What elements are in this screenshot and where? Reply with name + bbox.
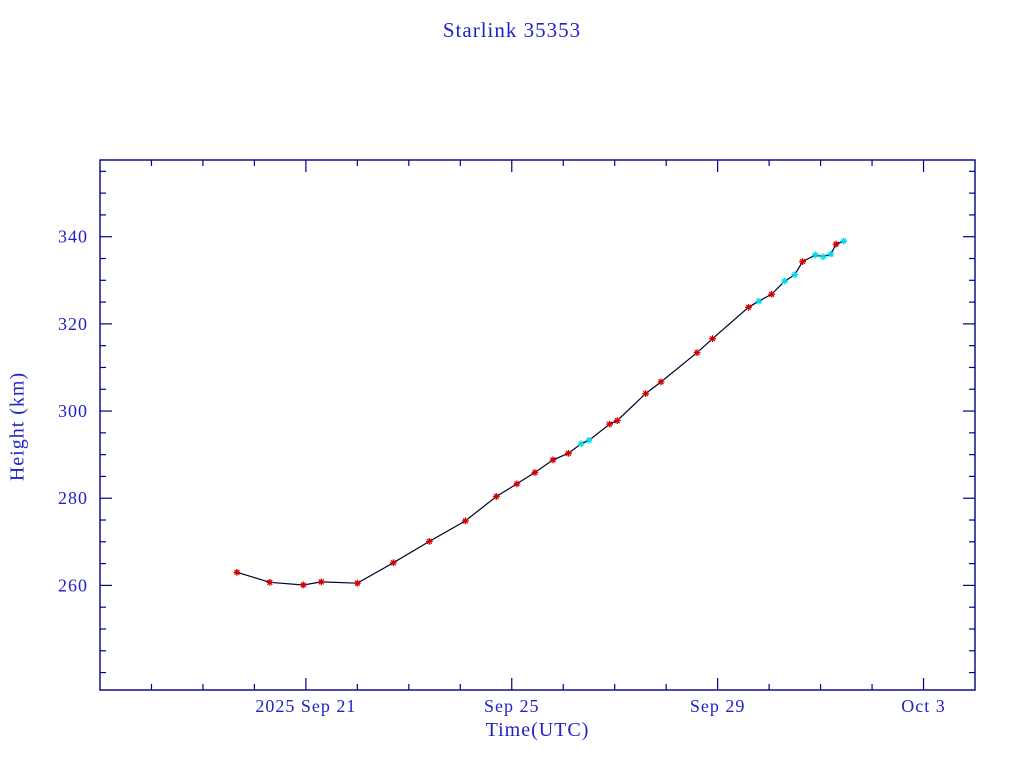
data-point-marker-red: [266, 578, 274, 586]
data-point-marker-red: [657, 378, 665, 386]
data-point-marker-red: [799, 258, 806, 265]
data-point-marker-red: [426, 537, 433, 545]
data-point-marker-cyan: [755, 297, 763, 305]
x-tick-label: Sep 25: [484, 696, 540, 716]
data-point-marker-red: [745, 303, 752, 311]
y-tick-label: 280: [58, 488, 88, 508]
data-point-marker-cyan: [827, 250, 835, 258]
height-line: [236, 240, 845, 586]
data-point-marker-red: [709, 335, 716, 343]
data-point-marker-red: [513, 480, 521, 488]
data-point-marker-red: [613, 417, 621, 425]
data-point-marker-red: [462, 517, 469, 525]
data-point-marker-red: [317, 578, 325, 586]
data-point-marker-red: [531, 469, 539, 476]
data-point-marker-red: [642, 390, 649, 398]
data-point-marker-cyan: [812, 251, 819, 259]
data-point-marker-red: [353, 579, 361, 587]
data-point-marker-red: [549, 456, 557, 464]
data-point-marker-cyan: [781, 277, 788, 285]
y-tick-label: 300: [58, 401, 88, 421]
x-tick-label: Oct 3: [901, 696, 946, 716]
x-tick-label: 2025 Sep 21: [255, 696, 356, 716]
x-tick-label: Sep 29: [690, 696, 746, 716]
x-axis-label: Time(UTC): [485, 719, 590, 741]
data-point-marker-red: [693, 349, 701, 357]
chart-title: Starlink 35353: [442, 18, 582, 42]
data-point-marker-cyan: [577, 440, 585, 448]
data-point-marker-cyan: [791, 271, 799, 279]
plot-frame: [99, 159, 976, 691]
y-tick-label: 320: [58, 314, 88, 334]
data-point-marker-red: [564, 449, 572, 457]
data-point-marker-cyan: [819, 253, 827, 261]
data-point-marker-red: [768, 290, 776, 298]
data-point-marker-red: [606, 420, 613, 428]
y-tick-label: 260: [58, 575, 88, 595]
y-tick-label: 340: [58, 227, 88, 247]
data-point-marker-red: [389, 559, 397, 567]
data-point-marker-cyan: [585, 436, 593, 444]
data-point-marker-red: [832, 240, 840, 248]
data-point-marker-red: [299, 581, 307, 589]
data-point-marker-red: [492, 493, 500, 500]
data-point-marker-red: [233, 568, 241, 576]
data-point-marker-cyan: [840, 237, 848, 245]
